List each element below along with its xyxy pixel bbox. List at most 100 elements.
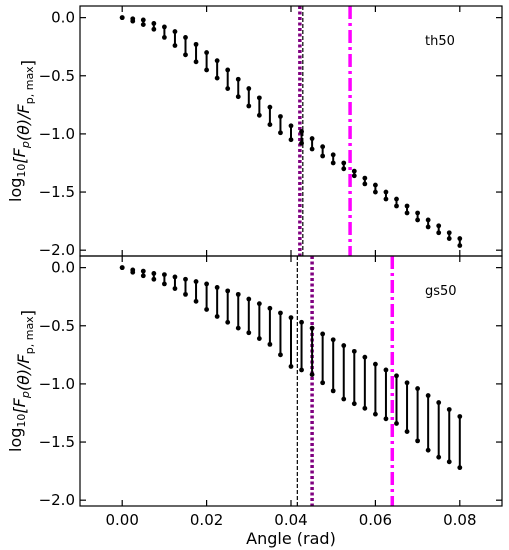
data-point-lower: [362, 405, 368, 411]
data-point-upper: [225, 67, 231, 73]
data-point-upper: [183, 34, 188, 40]
data-point-lower: [278, 352, 283, 358]
data-point-lower: [288, 137, 294, 143]
data-point-upper: [351, 348, 357, 354]
y-tick-label: 0.0: [51, 259, 75, 277]
data-point-upper: [330, 337, 336, 343]
data-point-lower: [330, 388, 336, 394]
data-point-upper: [425, 217, 431, 223]
data-point-upper: [415, 386, 420, 391]
data-point-lower: [151, 276, 157, 282]
data-point-upper: [320, 144, 326, 150]
data-point-lower: [235, 94, 241, 100]
data-point-lower: [162, 281, 167, 287]
data-point-lower: [436, 454, 442, 460]
data-point-upper: [246, 86, 252, 91]
y-tick-label: −2.0: [39, 491, 75, 509]
data-point-lower: [225, 86, 231, 91]
data-point-lower: [214, 314, 220, 319]
data-point-upper: [225, 288, 231, 294]
data-point-upper: [183, 276, 188, 282]
x-tick-label: 0.06: [359, 511, 392, 529]
data-point-upper: [172, 274, 178, 280]
data-point-lower: [446, 459, 452, 465]
data-point-lower: [351, 173, 357, 179]
data-point-lower: [351, 401, 357, 407]
data-point-lower: [383, 416, 389, 422]
data-point-upper: [193, 41, 199, 47]
data-point-upper: [140, 268, 146, 274]
data-point-upper: [246, 296, 252, 302]
x-tick-label: 0.04: [274, 511, 307, 529]
data-point-lower: [204, 67, 210, 73]
y-tick-label: −1.0: [39, 125, 75, 143]
data-point-lower: [362, 181, 368, 187]
data-point-upper: [278, 310, 283, 316]
data-point-upper: [394, 373, 399, 379]
data-point-lower: [415, 438, 420, 444]
data-point-upper: [457, 236, 463, 241]
x-tick-label: 0.08: [443, 511, 476, 529]
y-tick-label: −0.5: [39, 67, 75, 85]
data-point-upper: [309, 136, 315, 141]
data-point-lower: [373, 189, 378, 195]
data-point-lower: [457, 243, 463, 248]
data-point-upper: [151, 21, 157, 26]
y-tick-label: −1.5: [39, 433, 75, 451]
data-point-lower: [183, 52, 188, 58]
data-point-upper: [351, 168, 357, 174]
data-point-lower: [299, 367, 304, 373]
data-point-lower: [436, 230, 442, 236]
data-point-upper: [204, 50, 210, 55]
x-tick-label: 0.02: [190, 511, 223, 529]
data-point-lower: [130, 269, 136, 275]
data-point-upper: [172, 29, 178, 34]
data-point-upper: [309, 325, 315, 331]
data-point-lower: [309, 146, 315, 152]
data-point-upper: [214, 58, 220, 64]
data-point-lower: [172, 43, 178, 48]
x-axis-label: Angle (rad): [246, 529, 336, 548]
data-point-lower: [140, 22, 146, 28]
data-point-upper: [235, 76, 241, 82]
data-point-lower: [309, 372, 315, 378]
data-point-lower: [341, 166, 347, 172]
data-point-lower: [341, 396, 347, 402]
data-point-lower: [383, 196, 389, 202]
data-point-lower: [246, 330, 252, 336]
data-point-upper: [330, 152, 336, 158]
data-point-upper: [383, 367, 389, 373]
data-point-upper: [299, 129, 304, 134]
y-tick-label: 0.0: [51, 9, 75, 27]
data-point-lower: [225, 319, 231, 325]
y-tick-label: −2.0: [39, 241, 75, 259]
data-point-upper: [341, 343, 347, 348]
data-point-lower: [119, 265, 125, 271]
data-point-lower: [183, 291, 188, 297]
data-point-lower: [214, 75, 220, 81]
data-point-lower: [267, 122, 273, 128]
data-point-upper: [140, 17, 146, 23]
data-point-upper: [373, 361, 378, 367]
y-tick-label: −1.5: [39, 183, 75, 201]
data-point-upper: [288, 123, 294, 129]
y-axis-label: log10[Fp(θ)/Fp, max]: [6, 310, 37, 452]
data-point-lower: [330, 160, 336, 166]
data-point-lower: [162, 34, 167, 40]
data-point-lower: [288, 364, 294, 369]
data-point-lower: [320, 380, 326, 386]
x-tick-label: 0.00: [105, 511, 138, 529]
data-point-lower: [278, 130, 283, 136]
data-point-lower: [256, 336, 262, 341]
data-point-upper: [151, 271, 157, 276]
data-point-lower: [246, 103, 252, 109]
data-point-upper: [383, 189, 389, 195]
data-point-upper: [214, 284, 220, 290]
data-point-lower: [130, 18, 136, 24]
data-point-upper: [162, 272, 167, 278]
data-point-upper: [425, 393, 431, 398]
panel-bottom: 0.0 −0.5 −1.0 −1.5 −2.0 0.00 0.02 0.04 0.06 0.08 g…: [6, 255, 503, 548]
data-point-upper: [256, 301, 262, 307]
panel-label: gs50: [425, 284, 457, 299]
